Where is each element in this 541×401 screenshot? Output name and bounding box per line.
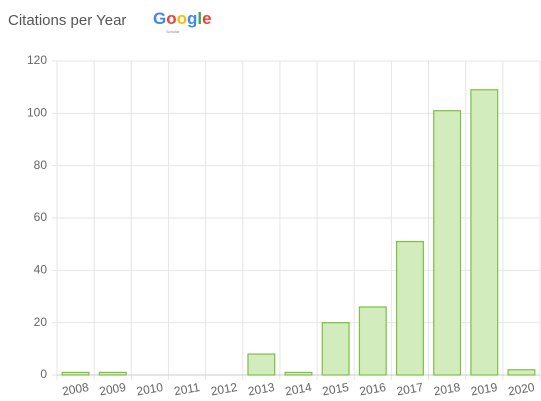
logo: Google xyxy=(153,9,212,28)
y-tick-label: 120 xyxy=(27,53,47,67)
logo-subtitle: Scholar xyxy=(166,29,180,34)
x-tick-label: 2019 xyxy=(470,380,499,398)
bar xyxy=(321,322,350,376)
x-tick-label: 2015 xyxy=(321,380,350,398)
x-tick-label: 2018 xyxy=(433,380,462,398)
bar xyxy=(284,371,313,376)
y-tick-label: 20 xyxy=(34,315,48,329)
x-tick-label: 2009 xyxy=(98,380,127,398)
y-tick-label: 100 xyxy=(27,106,47,120)
x-tick-label: 2014 xyxy=(284,380,313,398)
bar xyxy=(433,110,462,376)
x-tick-label: 2012 xyxy=(210,380,239,398)
y-tick-label: 80 xyxy=(34,158,48,172)
bar xyxy=(470,89,499,376)
x-tick-label: 2016 xyxy=(358,380,387,398)
x-tick-label: 2020 xyxy=(507,380,536,398)
bar xyxy=(61,371,90,376)
x-tick-label: 2010 xyxy=(135,380,164,398)
chart-title: Citations per Year xyxy=(8,12,126,29)
bar xyxy=(507,369,536,376)
bar xyxy=(98,371,127,376)
y-tick-label: 60 xyxy=(34,210,48,224)
bar xyxy=(247,353,276,376)
bar xyxy=(395,240,424,376)
y-tick-label: 0 xyxy=(40,367,47,381)
x-tick-label: 2008 xyxy=(61,380,90,398)
x-tick-label: 2013 xyxy=(247,380,276,398)
x-tick-label: 2011 xyxy=(173,380,201,398)
x-tick-label: 2017 xyxy=(395,380,424,398)
bar xyxy=(358,306,387,376)
y-tick-label: 40 xyxy=(34,263,48,277)
